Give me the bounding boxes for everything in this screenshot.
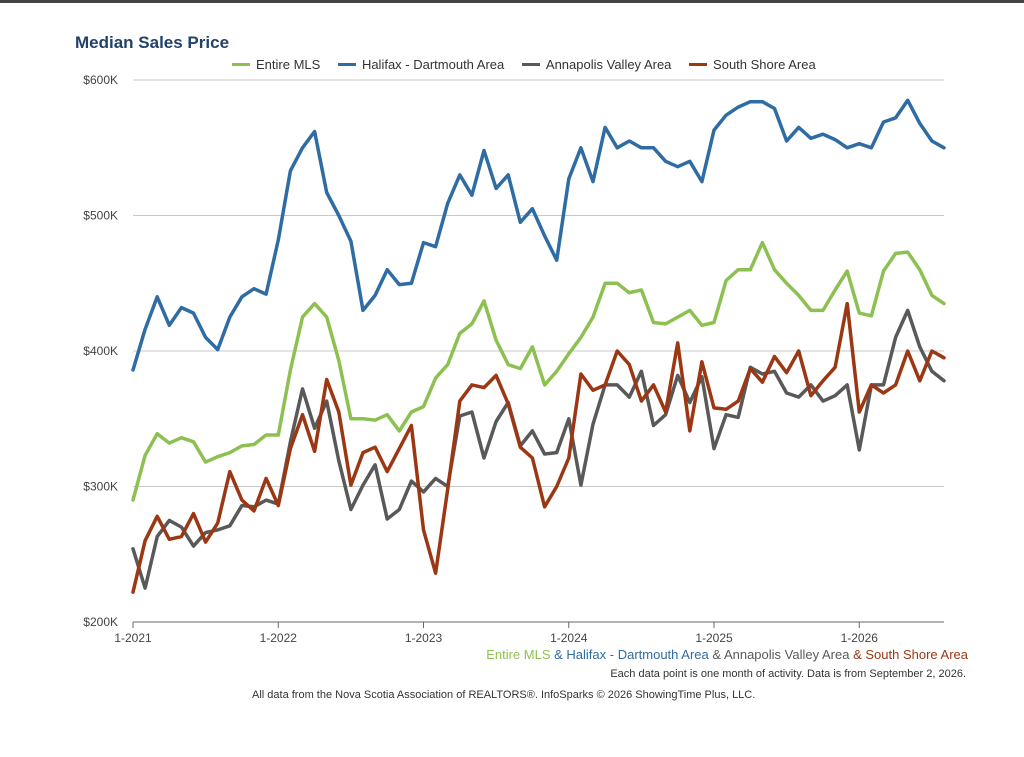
footer-legend-label: Entire MLS	[486, 647, 551, 662]
legend-separator: &	[550, 647, 567, 662]
series-line-south-shore-area	[131, 301, 946, 594]
top-border	[0, 0, 1024, 3]
x-tick-label: 1-2025	[695, 631, 733, 645]
legend-separator: &	[708, 647, 724, 662]
legend-swatch	[337, 63, 356, 67]
series-line-halifax-dartmouth-area	[131, 98, 946, 372]
x-tick-label: 1-2026	[841, 631, 879, 645]
y-tick-label: $400K	[83, 344, 118, 358]
legend-label: Entire MLS	[256, 57, 321, 72]
legend-label: Annapolis Valley Area	[545, 57, 672, 72]
y-tick-label: $500K	[83, 209, 118, 223]
data-credit: All data from the Nova Scotia Associatio…	[252, 689, 756, 701]
series-line-annapolis-valley-area	[131, 308, 946, 590]
chart-legend: Entire MLS Halifax - Dartmouth Area Anna…	[232, 57, 830, 72]
legend-label: Halifax - Dartmouth Area	[361, 57, 505, 72]
legend-separator: &	[849, 647, 866, 662]
legend-item-annapolis-valley[interactable]: Annapolis Valley Area	[521, 57, 672, 72]
legend-item-halifax-dartmouth[interactable]: Halifax - Dartmouth Area	[337, 57, 505, 72]
legend-swatch	[232, 63, 250, 67]
series-line-entire-mls	[131, 240, 946, 502]
footer-legend-label: Annapolis Valley Area	[723, 647, 850, 662]
y-tick-label: $600K	[83, 73, 118, 87]
legend-label: South Shore Area	[713, 57, 816, 72]
legend-swatch	[521, 63, 540, 67]
data-note: Each data point is one month of activity…	[610, 668, 966, 680]
footer-legend-label: South Shore Area	[865, 647, 968, 662]
x-tick-label: 1-2021	[114, 631, 152, 645]
x-tick-label: 1-2022	[260, 631, 298, 645]
footer-legend-label: Halifax - Dartmouth Area	[566, 647, 709, 662]
x-tick-label: 1-2024	[550, 631, 588, 645]
chart-title: Median Sales Price	[75, 33, 230, 52]
footer-series-legend: Entire MLS & Halifax - Dartmouth Area & …	[486, 647, 968, 662]
legend-item-entire-mls[interactable]: Entire MLS	[232, 57, 320, 72]
legend-item-south-shore[interactable]: South Shore Area	[689, 57, 816, 72]
y-tick-label: $300K	[83, 480, 118, 494]
legend-swatch	[689, 63, 708, 67]
x-tick-label: 1-2023	[405, 631, 443, 645]
y-tick-label: $200K	[83, 615, 118, 629]
